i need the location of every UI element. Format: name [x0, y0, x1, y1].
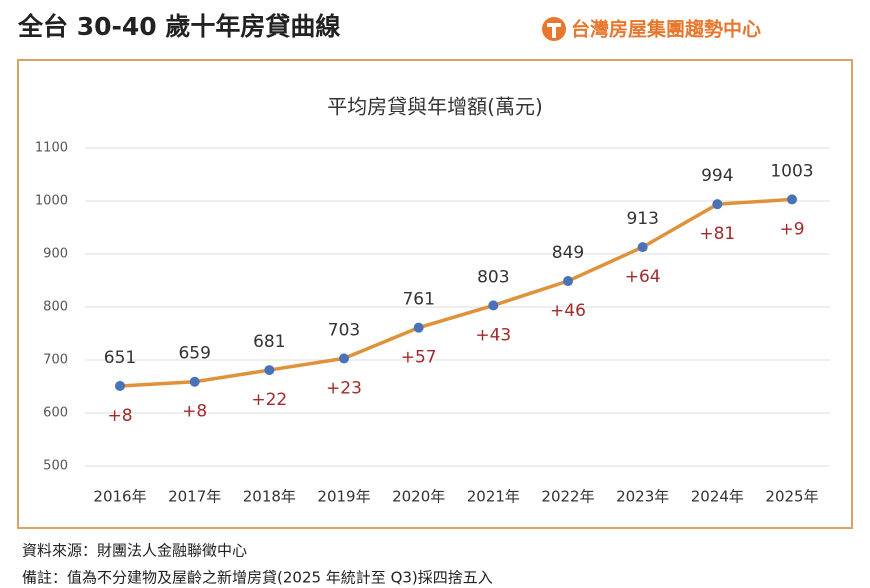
- y-tick-label: 500: [43, 459, 68, 474]
- x-tick-label: 2021年: [467, 488, 520, 506]
- value-label: 651: [104, 348, 136, 368]
- footnote: 備註：值為不分建物及屋齡之新增房貸(2025 年統計至 Q3)採四捨五入: [22, 569, 493, 587]
- value-label: 803: [477, 267, 509, 287]
- point: [115, 380, 125, 391]
- logo: 台灣房屋集團趨勢中心: [542, 17, 761, 41]
- y-tick-label: 1100: [35, 141, 68, 156]
- point: [264, 365, 275, 376]
- x-tick-label: 2018年: [243, 488, 296, 506]
- chart-title: 平均房貸與年增額(萬元): [327, 95, 543, 119]
- point: [712, 199, 723, 210]
- value-label: 913: [626, 209, 658, 229]
- point: [189, 376, 200, 387]
- change-label: +23: [326, 378, 362, 398]
- x-tick-label: 2022年: [541, 488, 594, 506]
- value-label: 681: [253, 332, 285, 352]
- change-label: +9: [779, 219, 804, 239]
- change-label: +8: [182, 402, 207, 422]
- change-label: +8: [107, 406, 132, 426]
- change-label: +43: [475, 325, 511, 345]
- x-tick-label: 2020年: [392, 488, 445, 506]
- x-tick-label: 2024年: [691, 488, 744, 506]
- y-tick-label: 700: [43, 353, 68, 368]
- point: [413, 322, 424, 333]
- value-label: 659: [178, 344, 210, 364]
- change-label: +57: [401, 348, 437, 368]
- y-tick-label: 600: [43, 406, 68, 421]
- y-tick-label: 800: [43, 300, 68, 315]
- change-label: +22: [251, 390, 287, 410]
- x-tick-label: 2019年: [317, 488, 370, 506]
- y-tick-label: 1000: [35, 194, 68, 209]
- value-label: 703: [328, 320, 360, 340]
- line: [119, 197, 793, 388]
- x-tick-label: 2016年: [93, 488, 146, 506]
- value-label: 994: [701, 166, 733, 186]
- point: [637, 242, 648, 253]
- source-note: 資料來源：財團法人金融聯徵中心: [22, 542, 247, 560]
- chart-frame: [17, 59, 853, 529]
- value-label: 1003: [770, 161, 813, 181]
- value-label: 849: [552, 243, 584, 263]
- point: [488, 300, 499, 311]
- page-title: 全台 30-40 歲十年房貸曲線: [17, 12, 340, 41]
- logo-icon-t: [547, 23, 561, 38]
- y-tick-label: 900: [43, 247, 68, 262]
- value-label: 761: [402, 290, 434, 310]
- x-tick-label: 2025年: [765, 488, 818, 506]
- x-tick-label: 2017年: [168, 488, 221, 506]
- x-tick-label: 2023年: [616, 488, 669, 506]
- change-label: +81: [699, 224, 735, 244]
- logo-text: 台灣房屋集團趨勢中心: [571, 18, 761, 41]
- change-label: +64: [625, 267, 661, 287]
- change-label: +46: [550, 301, 586, 321]
- point: [339, 353, 349, 364]
- point: [787, 194, 797, 205]
- point: [563, 276, 573, 287]
